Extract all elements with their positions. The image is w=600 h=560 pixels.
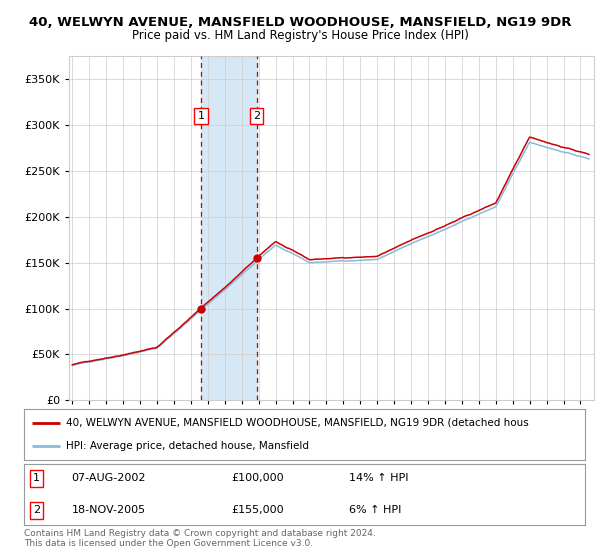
Bar (201, 56, 257, 400)
Text: HPI: Average price, detached house, Mansfield: HPI: Average price, detached house, Mans… (66, 441, 309, 451)
Text: Contains HM Land Registry data © Crown copyright and database right 2024.
This d: Contains HM Land Registry data © Crown c… (24, 529, 376, 548)
Text: £100,000: £100,000 (232, 473, 284, 483)
Text: 6% ↑ HPI: 6% ↑ HPI (349, 506, 402, 516)
Text: 07-AUG-2002: 07-AUG-2002 (71, 473, 146, 483)
Text: 40, WELWYN AVENUE, MANSFIELD WOODHOUSE, MANSFIELD, NG19 9DR: 40, WELWYN AVENUE, MANSFIELD WOODHOUSE, … (29, 16, 571, 29)
Text: 40, WELWYN AVENUE, MANSFIELD WOODHOUSE, MANSFIELD, NG19 9DR (detached hous: 40, WELWYN AVENUE, MANSFIELD WOODHOUSE, … (66, 418, 529, 428)
Text: 2: 2 (33, 506, 40, 516)
Text: 2: 2 (253, 111, 260, 121)
Text: 1: 1 (197, 111, 205, 121)
Text: 18-NOV-2005: 18-NOV-2005 (71, 506, 146, 516)
Text: 14% ↑ HPI: 14% ↑ HPI (349, 473, 409, 483)
Text: 1: 1 (33, 473, 40, 483)
Text: Price paid vs. HM Land Registry's House Price Index (HPI): Price paid vs. HM Land Registry's House … (131, 29, 469, 42)
Text: £155,000: £155,000 (232, 506, 284, 516)
